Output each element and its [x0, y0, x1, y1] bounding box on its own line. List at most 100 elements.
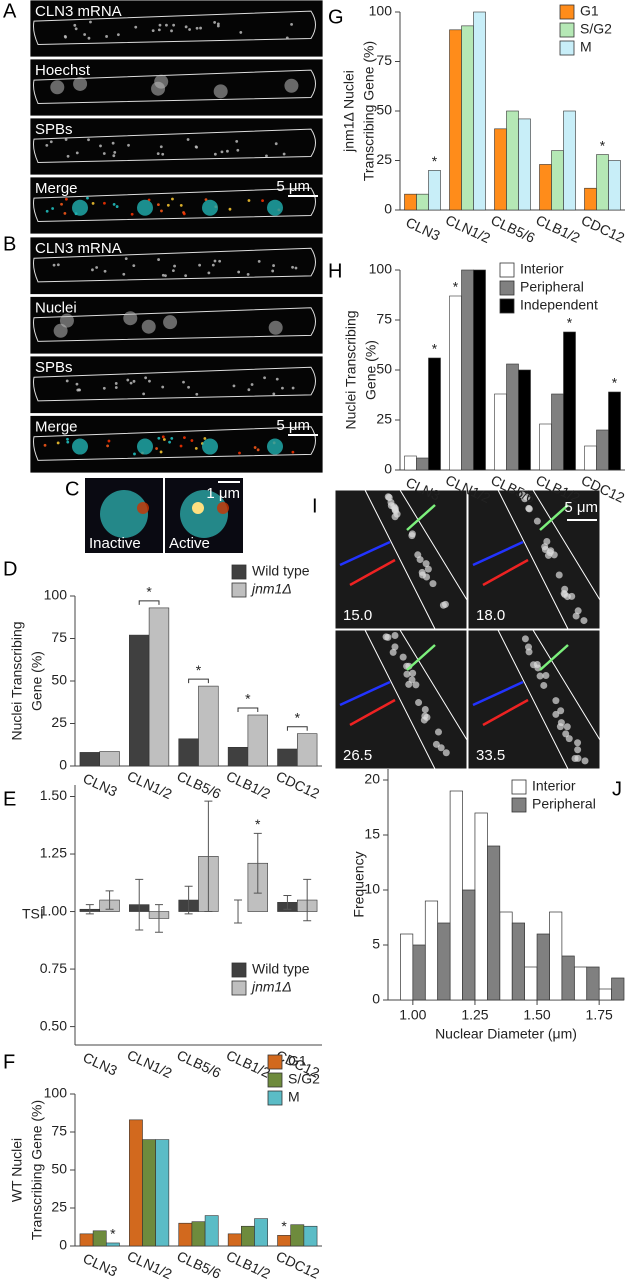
spot — [53, 323, 68, 338]
error-bar — [283, 894, 292, 910]
spot — [73, 76, 88, 91]
spot — [116, 33, 120, 37]
spot — [238, 451, 241, 455]
bar — [449, 295, 462, 471]
y-tick-label: 75 — [376, 311, 392, 327]
panel-label: A — [3, 0, 17, 22]
y-tick-label: 15 — [364, 826, 380, 842]
histogram-bar — [561, 955, 575, 1001]
bar — [178, 738, 199, 767]
spot — [284, 78, 299, 93]
spot — [529, 661, 537, 669]
spot — [207, 271, 211, 275]
spot — [562, 730, 570, 738]
spot — [64, 197, 68, 201]
y-axis-label: Transcribing Gene (%) — [361, 41, 377, 181]
cell-outline — [33, 69, 316, 104]
spot — [525, 504, 533, 512]
micrograph — [29, 117, 324, 176]
y-tick-label: 0 — [384, 461, 392, 477]
bar — [608, 160, 621, 211]
spot — [557, 719, 565, 727]
error-bar — [184, 885, 193, 915]
spot — [195, 145, 198, 149]
cell-outline — [497, 629, 601, 770]
legend-label: Peripheral — [520, 279, 584, 295]
spot — [186, 138, 190, 141]
legend-swatch — [267, 1090, 283, 1106]
spot — [52, 263, 56, 267]
arrow — [472, 540, 524, 567]
spot — [399, 653, 407, 661]
cell-outline — [33, 307, 316, 342]
y-tick-label: 0 — [59, 1237, 67, 1253]
spot — [561, 591, 569, 599]
spot — [170, 436, 174, 440]
spot — [105, 35, 108, 38]
spot — [429, 580, 437, 588]
spot — [552, 697, 560, 705]
y-tick-label: 100 — [44, 1085, 68, 1101]
nucleus — [202, 438, 218, 455]
y-axis-label: WT Nuclei — [9, 1138, 25, 1202]
y-axis-label: Nuclei Transcribing — [9, 621, 25, 740]
cell-outline — [33, 10, 316, 45]
significance-star: * — [255, 816, 261, 832]
bar — [506, 363, 519, 471]
spot — [59, 313, 74, 328]
legend-swatch — [499, 262, 515, 278]
bar — [142, 1139, 156, 1247]
spot — [384, 493, 392, 501]
spot — [49, 140, 53, 144]
spot — [247, 388, 251, 392]
cell-outline — [33, 128, 316, 163]
spot — [265, 154, 268, 158]
y-tick-label: 0 — [59, 757, 67, 773]
histogram-bar — [549, 911, 563, 1001]
histogram-bar — [437, 922, 451, 1001]
histogram-bar — [598, 988, 612, 1001]
spot — [557, 707, 565, 715]
bar — [241, 1225, 255, 1247]
legend-swatch — [559, 40, 575, 56]
spot — [132, 379, 136, 383]
bar — [404, 193, 417, 211]
bar — [296, 733, 318, 767]
spot — [422, 560, 430, 568]
spot — [237, 270, 241, 274]
histogram-bar — [400, 933, 414, 1001]
legend-label: Wild type — [252, 563, 310, 579]
spot — [106, 444, 110, 448]
nucleus — [137, 199, 153, 216]
spot — [56, 441, 60, 445]
spot — [183, 436, 186, 440]
bar — [449, 29, 462, 211]
y-axis-label: jnm1Δ Nuclei — [341, 70, 357, 153]
spot — [75, 151, 79, 155]
spot — [126, 378, 130, 382]
significance-star: * — [432, 341, 438, 357]
spot — [103, 201, 106, 205]
spot — [420, 716, 428, 724]
legend-label: jnm1Δ — [250, 581, 292, 597]
nucleus — [267, 438, 283, 455]
nucleus — [267, 199, 283, 216]
spot — [95, 266, 99, 269]
error-bar — [85, 904, 94, 915]
significance-star: * — [600, 137, 606, 153]
error-bar — [105, 890, 114, 910]
spot — [66, 437, 69, 441]
spot — [274, 142, 278, 146]
significance-star: * — [245, 691, 251, 707]
spot — [112, 154, 116, 158]
spot — [195, 26, 199, 30]
spot — [157, 258, 160, 261]
panel-label: H — [328, 260, 342, 282]
spot — [66, 154, 70, 158]
cell-outline — [33, 426, 316, 461]
nucleus — [202, 199, 218, 216]
legend-label: M — [288, 1089, 300, 1105]
spot — [239, 31, 243, 34]
legend-label: G1 — [580, 3, 599, 19]
bar — [563, 331, 576, 471]
